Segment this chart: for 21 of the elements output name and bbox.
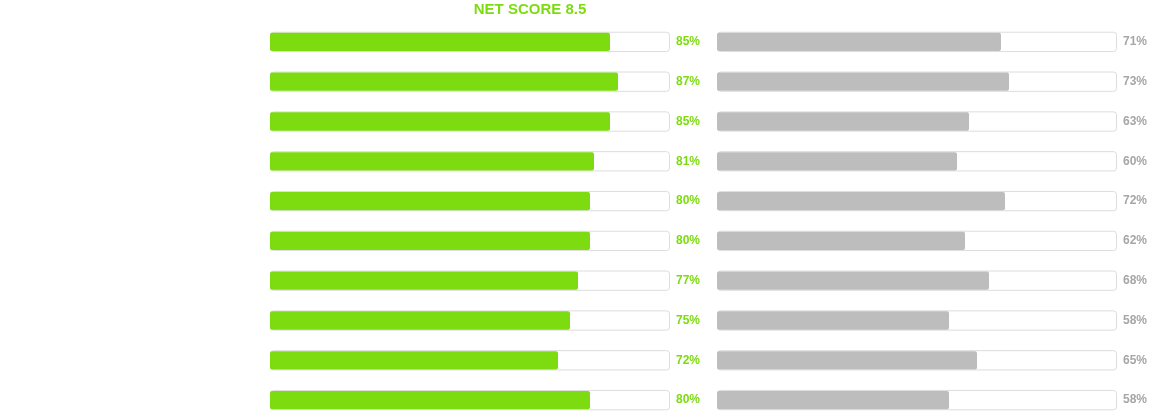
data-label: 81% [676, 153, 701, 168]
data-label: 68% [1123, 273, 1148, 288]
data-label: 72% [676, 352, 701, 367]
data-label: 71% [1123, 34, 1148, 49]
data-label: 72% [1123, 193, 1148, 208]
data-label: 87% [676, 74, 701, 89]
data-label: 75% [676, 312, 701, 327]
data-label: 80% [676, 193, 701, 208]
data-label: 73% [1123, 74, 1148, 89]
data-label: 85% [676, 34, 701, 49]
data-label: 58% [1123, 392, 1148, 407]
data-label: 65% [1123, 352, 1148, 367]
data-label: 60% [1123, 153, 1148, 168]
data-label: 63% [1123, 113, 1148, 128]
data-label: 85% [676, 113, 701, 128]
data-label: 58% [1123, 312, 1148, 327]
data-label: 80% [676, 233, 701, 248]
data-label: 77% [676, 273, 701, 288]
data-label: 80% [676, 392, 701, 407]
chart-title: NET SCORE 8.5 [473, 0, 587, 18]
data-label: 62% [1123, 233, 1148, 248]
